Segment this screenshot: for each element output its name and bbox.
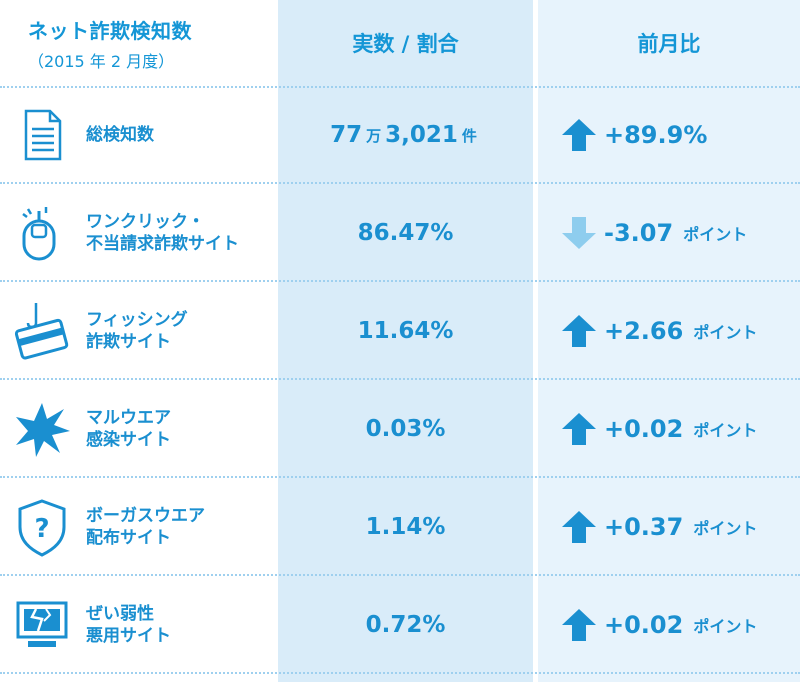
category-label-line1: 総検知数 (86, 125, 154, 145)
value-unit: 万 (366, 126, 382, 145)
header-change: 前月比 (637, 32, 701, 56)
mouse-icon (12, 203, 72, 263)
row-divider (0, 182, 800, 184)
change-cell: +89.9% (560, 86, 707, 184)
category-label-line1: フィッシング (86, 310, 188, 330)
category-label-line2: 詐欺サイト (86, 332, 171, 352)
svg-text:?: ? (34, 514, 49, 544)
row-divider (0, 280, 800, 282)
value-main: 77 (330, 122, 363, 148)
change-value: -3.07 (604, 219, 674, 247)
change-cell: -3.07 ポイント (560, 184, 747, 282)
row-divider (0, 672, 800, 674)
arrow-up-icon (562, 413, 596, 445)
value-cell: 77 万 3,021 件 (278, 86, 533, 184)
value-main: 1.14% (365, 514, 446, 540)
table-row: マルウエア 感染サイト 0.03% +0.02 ポイント (0, 380, 800, 478)
column-bg-value (278, 0, 533, 682)
table-row: ワンクリック・ 不当請求詐欺サイト 86.47% -3.07 ポイント (0, 184, 800, 282)
value-cell: 0.03% (278, 380, 533, 478)
category-label-line2: 不当請求詐欺サイト (86, 234, 239, 254)
value-unit: 件 (461, 126, 477, 145)
change-cell: +0.02 ポイント (560, 380, 757, 478)
arrow-up-icon (562, 315, 596, 347)
value-main: 86.47% (357, 220, 454, 246)
change-unit: ポイント (693, 421, 758, 440)
category-label: マルウエア 感染サイト (86, 380, 171, 478)
category-label-line1: マルウエア (86, 408, 171, 428)
change-unit: ポイント (693, 519, 758, 538)
value-main: 0.72% (365, 612, 446, 638)
change-value: +0.37 (604, 513, 684, 541)
value-main: 11.64% (357, 318, 454, 344)
row-divider (0, 574, 800, 576)
credit-card-hook-icon (12, 301, 72, 361)
category-label-line2: 配布サイト (86, 528, 171, 548)
table-row: ぜい弱性 悪用サイト 0.72% +0.02 ポイント (0, 576, 800, 674)
category-label-line1: ボーガスウエア (86, 506, 205, 526)
question-shield-icon: ? (12, 497, 72, 557)
category-label: ぜい弱性 悪用サイト (86, 576, 171, 674)
change-cell: +0.02 ポイント (560, 576, 757, 674)
category-label: ワンクリック・ 不当請求詐欺サイト (86, 184, 239, 282)
header-subtitle: （2015 年 2 月度） (28, 51, 175, 71)
row-divider (0, 86, 800, 88)
arrow-up-icon (562, 609, 596, 641)
arrow-down-icon (562, 217, 596, 249)
change-value: +2.66 (604, 317, 684, 345)
column-bg-category (0, 0, 275, 682)
header-value: 実数 / 割合 (352, 32, 459, 56)
category-label-line1: ワンクリック・ (86, 212, 205, 232)
row-divider (0, 378, 800, 380)
change-value: +0.02 (604, 611, 684, 639)
category-label-line2: 悪用サイト (86, 626, 171, 646)
change-cell: +0.37 ポイント (560, 478, 757, 576)
value-cell: 0.72% (278, 576, 533, 674)
row-divider (0, 476, 800, 478)
table-row: ? ボーガスウエア 配布サイト 1.14% +0.37 ポイント (0, 478, 800, 576)
burst-icon (12, 399, 72, 459)
arrow-up-icon (562, 119, 596, 151)
change-value: +0.02 (604, 415, 684, 443)
header-category: ネット詐欺検知数 （2015 年 2 月度） (0, 0, 275, 86)
broken-monitor-icon (12, 595, 72, 655)
change-unit: ポイント (693, 617, 758, 636)
arrow-up-icon (562, 511, 596, 543)
value-cell: 1.14% (278, 478, 533, 576)
value-cell: 11.64% (278, 282, 533, 380)
category-label-line2: 感染サイト (86, 430, 171, 450)
value-cell: 86.47% (278, 184, 533, 282)
header-title: ネット詐欺検知数 (28, 18, 192, 43)
value-rest: 3,021 (385, 122, 458, 148)
category-label: フィッシング 詐欺サイト (86, 282, 188, 380)
value-main: 0.03% (365, 416, 446, 442)
change-value: +89.9% (604, 121, 708, 149)
document-icon (12, 105, 72, 165)
change-unit: ポイント (693, 323, 758, 342)
table-row: フィッシング 詐欺サイト 11.64% +2.66 ポイント (0, 282, 800, 380)
change-unit: ポイント (683, 225, 748, 244)
category-label-line1: ぜい弱性 (86, 604, 154, 624)
table-row: 総検知数 77 万 3,021 件 +89.9% (0, 86, 800, 184)
category-label: ボーガスウエア 配布サイト (86, 478, 205, 576)
change-cell: +2.66 ポイント (560, 282, 757, 380)
category-label: 総検知数 (86, 86, 154, 184)
